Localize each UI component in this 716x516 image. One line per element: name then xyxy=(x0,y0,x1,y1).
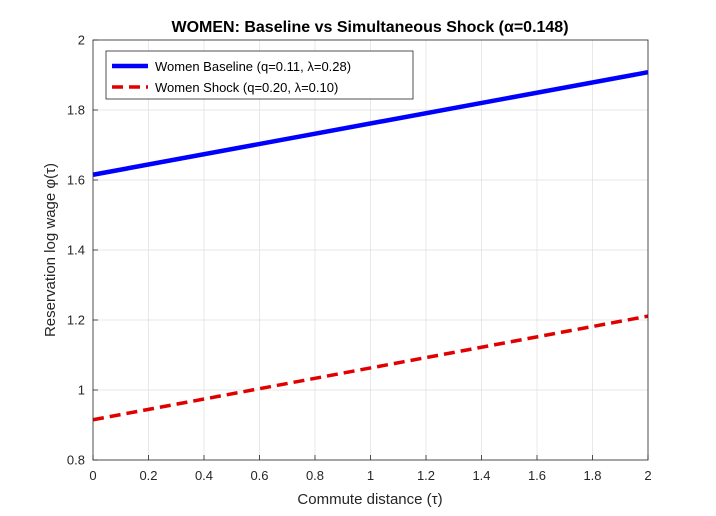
x-axis-label: Commute distance (τ) xyxy=(297,491,442,508)
y-tick-label: 1.2 xyxy=(67,313,85,328)
y-axis-label: Reservation log wage φ(τ) xyxy=(42,163,59,337)
x-tick-label: 0 xyxy=(89,468,96,483)
y-tick-label: 1.6 xyxy=(67,173,85,188)
y-tick-label: 0.8 xyxy=(67,453,85,468)
legend: Women Baseline (q=0.11, λ=0.28) Women Sh… xyxy=(105,50,414,100)
y-tick-label: 2 xyxy=(78,33,85,48)
legend-label-baseline: Women Baseline (q=0.11, λ=0.28) xyxy=(155,59,351,74)
legend-box xyxy=(105,50,414,100)
x-tick-label: 2 xyxy=(644,468,651,483)
x-tick-label: 1.8 xyxy=(583,468,601,483)
y-tick-label: 1 xyxy=(78,383,85,398)
y-axis: 0.8 1 1.2 1.4 1.6 1.8 2 xyxy=(67,33,98,468)
x-tick-label: 0.6 xyxy=(250,468,268,483)
legend-label-shock: Women Shock (q=0.20, λ=0.10) xyxy=(155,80,338,95)
x-tick-label: 1.4 xyxy=(472,468,490,483)
x-tick-label: 1.2 xyxy=(417,468,435,483)
x-axis: 0 0.2 0.4 0.6 0.8 1 1.2 1.4 1.6 1.8 2 xyxy=(89,455,652,483)
series-line-shock xyxy=(92,314,649,422)
x-tick-label: 1.6 xyxy=(528,468,546,483)
series-line-baseline xyxy=(92,69,649,177)
y-tick-label: 1.4 xyxy=(67,243,85,258)
x-tick-label: 0.4 xyxy=(195,468,213,483)
x-tick-label: 0.2 xyxy=(139,468,157,483)
x-tick-label: 0.8 xyxy=(306,468,324,483)
y-tick-label: 1.8 xyxy=(67,103,85,118)
chart-title: WOMEN: Baseline vs Simultaneous Shock (α… xyxy=(171,19,568,36)
x-tick-label: 1 xyxy=(367,468,374,483)
series-layer xyxy=(92,69,649,422)
